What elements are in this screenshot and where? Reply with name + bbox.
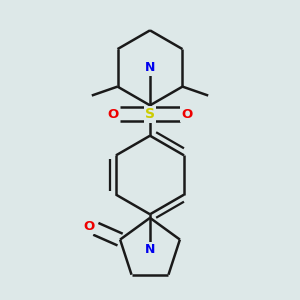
Text: O: O — [108, 108, 119, 121]
Text: N: N — [145, 243, 155, 256]
Text: N: N — [145, 61, 155, 74]
Text: O: O — [83, 220, 94, 232]
Text: S: S — [145, 107, 155, 121]
Text: O: O — [181, 108, 192, 121]
